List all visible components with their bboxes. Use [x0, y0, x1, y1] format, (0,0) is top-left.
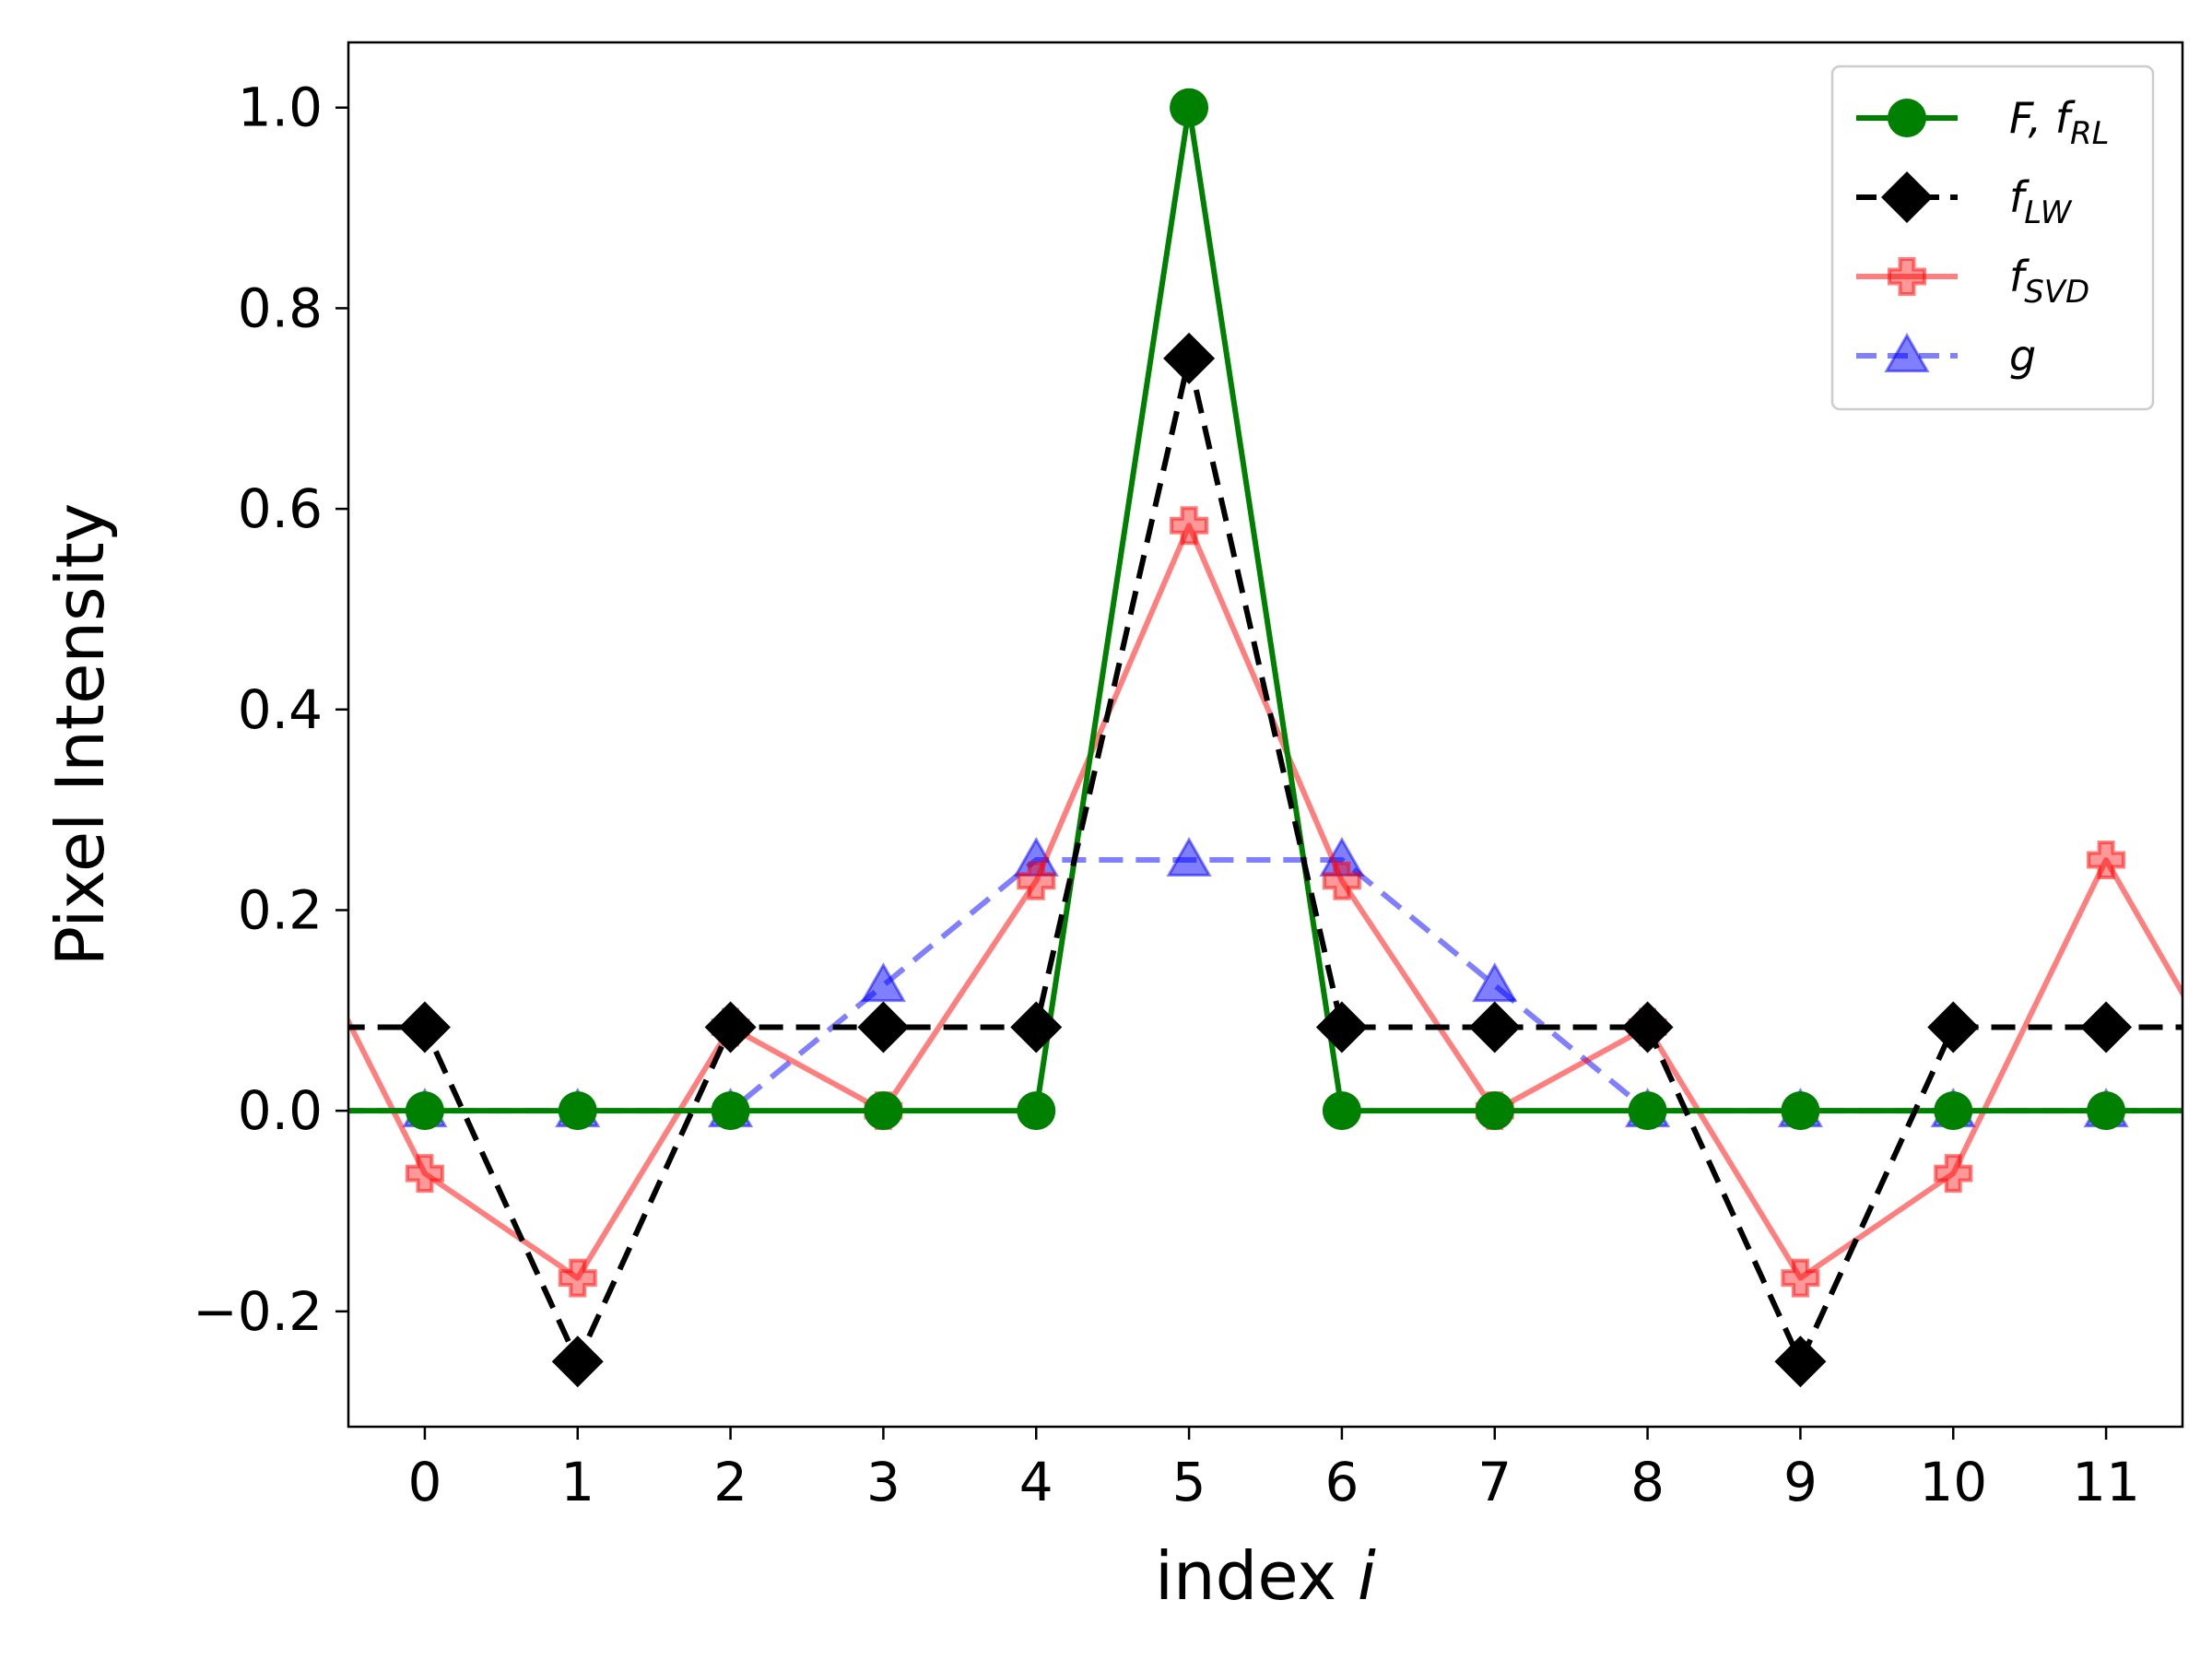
legend-item-g: g [1856, 331, 2036, 381]
data-point-f_lw [551, 1335, 604, 1388]
data-point-f_svd [558, 1258, 597, 1298]
series-line-f_svd [348, 523, 2183, 1281]
legend-box [1830, 65, 2155, 411]
data-point-f_svd [1934, 1154, 1973, 1194]
data-point-f_lw [1621, 1001, 1674, 1053]
x-axis-label-text: index [1155, 1537, 1358, 1615]
series-line-f_lw [348, 355, 2183, 1365]
data-point-F_fRL [405, 1091, 444, 1131]
data-point-f_lw [1315, 1001, 1368, 1053]
legend-swatch-marker [1881, 171, 1933, 223]
data-point-F_fRL [711, 1091, 750, 1131]
data-point-F_fRL [864, 1091, 903, 1131]
x-tick-label: 6 [1324, 1451, 1359, 1513]
data-point-f_lw [704, 1001, 757, 1053]
data-point-F_fRL [558, 1091, 597, 1131]
data-point-F_fRL [1934, 1091, 1973, 1131]
y-tick-label: 0.8 [238, 276, 323, 339]
x-tick-label: 5 [1172, 1451, 1206, 1513]
x-tick-label: 0 [407, 1451, 441, 1513]
y-tick-label: −0.2 [193, 1280, 323, 1343]
y-tick-label: 0.4 [238, 678, 323, 741]
legend-label: g [2009, 331, 2036, 381]
data-point-f_lw [857, 1001, 910, 1053]
data-point-f_lw [1010, 1001, 1063, 1053]
data-point-F_fRL [1781, 1091, 1820, 1131]
x-axis: 0 1 2 3 4 5 6 7 8 9 10 11 [407, 1427, 2140, 1513]
x-axis-label: index i [1155, 1537, 1376, 1615]
data-point-f_svd [405, 1154, 444, 1194]
data-point-g [1166, 837, 1212, 877]
y-axis-label: Pixel Intensity [41, 503, 119, 967]
legend-item-F_fRL: F, fRL [1856, 93, 2110, 152]
data-point-f_svd [1781, 1258, 1820, 1298]
x-tick-label: 1 [560, 1451, 594, 1513]
series-layer [348, 88, 2183, 1388]
x-tick-label: 2 [713, 1451, 747, 1513]
x-tick-label: 4 [1019, 1451, 1053, 1513]
data-point-F_fRL [1322, 1091, 1361, 1131]
data-point-f_lw [1163, 332, 1216, 384]
legend-swatch-marker [1884, 332, 1930, 372]
y-tick-label: 0.0 [238, 1079, 323, 1142]
plot-frame [347, 41, 2184, 1429]
x-tick-label: 8 [1630, 1451, 1665, 1513]
y-tick-label: 1.0 [238, 76, 323, 139]
data-point-F_fRL [1475, 1091, 1514, 1131]
y-tick-label: 0.2 [238, 878, 323, 941]
data-point-F_fRL [1017, 1091, 1056, 1131]
data-point-F_fRL [2087, 1091, 2126, 1131]
data-point-g [1472, 962, 1518, 1003]
data-point-f_lw [1774, 1335, 1827, 1388]
legend-swatch-marker [1888, 257, 1926, 296]
data-point-f_svd [1170, 506, 1209, 546]
data-point-f_lw [2080, 1001, 2133, 1053]
series-g [348, 837, 2183, 1128]
series-f_lw [348, 332, 2183, 1388]
data-point-f_svd [2087, 841, 2126, 880]
x-axis-label-var: i [1358, 1537, 1376, 1615]
x-tick-label: 7 [1477, 1451, 1512, 1513]
data-point-g [860, 962, 907, 1003]
x-tick-label: 11 [2072, 1451, 2140, 1513]
data-point-f_lw [1927, 1001, 1980, 1053]
data-point-F_fRL [1170, 88, 1209, 127]
y-tick-label: 0.6 [238, 477, 323, 540]
x-tick-label: 10 [1919, 1451, 1987, 1513]
series-F_fRL [348, 88, 2183, 1131]
series-line-F_fRL [348, 104, 2183, 1114]
legend-label: F, fRL [2009, 93, 2110, 152]
data-point-f_svd [1017, 861, 1056, 900]
y-axis: −0.2 0.0 0.2 0.4 0.6 0.8 1.0 [193, 76, 348, 1343]
series-line-g [348, 857, 2183, 1114]
legend-swatch-marker [1888, 99, 1926, 137]
data-point-f_lw [398, 1001, 451, 1053]
data-point-F_fRL [1628, 1091, 1667, 1131]
x-tick-label: 3 [866, 1451, 900, 1513]
x-tick-label: 9 [1783, 1451, 1818, 1513]
data-point-f_lw [1468, 1001, 1521, 1053]
data-point-f_svd [1322, 861, 1361, 900]
legend-item-f_svd: fSVD [1856, 252, 2089, 311]
